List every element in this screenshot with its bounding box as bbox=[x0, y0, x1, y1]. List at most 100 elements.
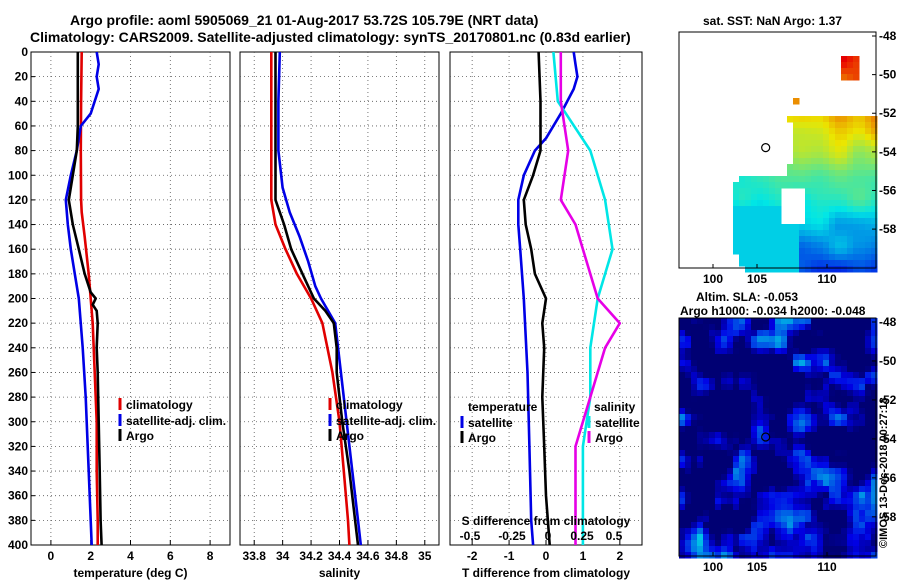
map-cell bbox=[823, 552, 830, 559]
map-cell bbox=[841, 266, 848, 273]
map-cell bbox=[787, 552, 794, 559]
map-cell bbox=[709, 414, 716, 421]
map-cell bbox=[799, 402, 806, 409]
map-cell bbox=[763, 414, 770, 421]
map-cell bbox=[733, 528, 740, 535]
map-cell bbox=[871, 372, 878, 379]
map-cell bbox=[727, 468, 734, 475]
map-cell bbox=[727, 462, 734, 469]
map-cell bbox=[805, 254, 812, 261]
map-cell bbox=[757, 248, 764, 255]
s-tick-label: 0.5 bbox=[606, 529, 623, 543]
map-cell bbox=[805, 534, 812, 541]
map-cell bbox=[817, 146, 824, 153]
map-cell bbox=[865, 522, 872, 529]
map-cell bbox=[745, 552, 752, 559]
map-cell bbox=[865, 534, 872, 541]
y-tick-label: 380 bbox=[8, 513, 28, 527]
map-cell bbox=[799, 408, 806, 415]
map-cell bbox=[811, 266, 818, 273]
map-cell bbox=[841, 462, 848, 469]
map-cell bbox=[799, 396, 806, 403]
map-cell bbox=[793, 242, 800, 249]
map-cell bbox=[817, 540, 824, 547]
map-cell bbox=[697, 318, 704, 325]
map-cell bbox=[745, 318, 752, 325]
map-cell bbox=[847, 152, 854, 159]
map-cell bbox=[799, 236, 806, 243]
map-cell bbox=[865, 396, 872, 403]
map-cell bbox=[805, 224, 812, 231]
map-cell bbox=[709, 396, 716, 403]
map-cell bbox=[835, 504, 842, 511]
y-tick-label: 280 bbox=[8, 390, 28, 404]
map-cell bbox=[715, 444, 722, 451]
map-cell bbox=[679, 378, 686, 385]
map-cell bbox=[859, 522, 866, 529]
map-cell bbox=[829, 330, 836, 337]
map-cell bbox=[799, 528, 806, 535]
map-cell bbox=[865, 432, 872, 439]
map-cell bbox=[703, 498, 710, 505]
map-cell bbox=[823, 152, 830, 159]
map-cell bbox=[865, 248, 872, 255]
map-cell bbox=[787, 450, 794, 457]
map-cell bbox=[841, 534, 848, 541]
map-cell bbox=[691, 396, 698, 403]
map-cell bbox=[817, 552, 824, 559]
map-cell bbox=[835, 254, 842, 261]
map-cell bbox=[739, 516, 746, 523]
map-cell bbox=[823, 504, 830, 511]
map-cell bbox=[769, 540, 776, 547]
map-cell bbox=[679, 516, 686, 523]
map-cell bbox=[757, 206, 764, 213]
map-cell bbox=[847, 462, 854, 469]
map-cell bbox=[679, 462, 686, 469]
map-cell bbox=[871, 248, 878, 255]
map-cell bbox=[829, 194, 836, 201]
map-cell bbox=[691, 492, 698, 499]
map-cell bbox=[751, 498, 758, 505]
map-cell bbox=[865, 218, 872, 225]
map-cell bbox=[835, 242, 842, 249]
map-cell bbox=[823, 426, 830, 433]
map-cell bbox=[799, 176, 806, 183]
map-cell bbox=[805, 348, 812, 355]
map-cell bbox=[787, 534, 794, 541]
map-cell bbox=[733, 456, 740, 463]
map-cell bbox=[697, 390, 704, 397]
map-cell bbox=[805, 248, 812, 255]
map-cell bbox=[781, 182, 788, 189]
map-cell bbox=[829, 528, 836, 535]
map-cell bbox=[763, 336, 770, 343]
map-frame bbox=[678, 31, 877, 269]
map-cell bbox=[853, 206, 860, 213]
map-cell bbox=[685, 522, 692, 529]
map-cell bbox=[811, 390, 818, 397]
map-cell bbox=[853, 462, 860, 469]
map-cell bbox=[853, 402, 860, 409]
map-cell bbox=[715, 504, 722, 511]
map-cell bbox=[727, 540, 734, 547]
map-cell bbox=[865, 236, 872, 243]
map-cell bbox=[769, 318, 776, 325]
map-cell bbox=[775, 402, 782, 409]
map-cell bbox=[727, 516, 734, 523]
map-cell bbox=[841, 480, 848, 487]
map-cell bbox=[871, 158, 878, 165]
map-cell bbox=[859, 248, 866, 255]
map-cell bbox=[847, 74, 854, 81]
map-cell bbox=[751, 540, 758, 547]
map-cell bbox=[787, 236, 794, 243]
map-cell bbox=[763, 348, 770, 355]
map-cell bbox=[847, 218, 854, 225]
map-cell bbox=[757, 426, 764, 433]
map-cell bbox=[853, 366, 860, 373]
map-cell bbox=[847, 170, 854, 177]
map-cell bbox=[793, 486, 800, 493]
map-cell bbox=[751, 462, 758, 469]
map-cell bbox=[697, 522, 704, 529]
map-cell bbox=[715, 456, 722, 463]
map-cell bbox=[817, 236, 824, 243]
